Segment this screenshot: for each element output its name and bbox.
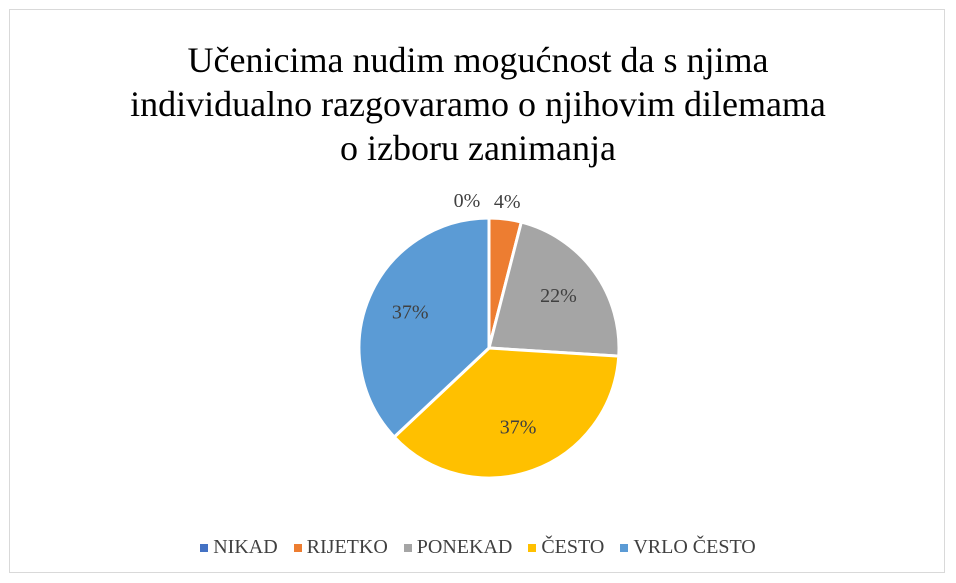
data-label: 37% bbox=[500, 416, 537, 438]
legend-item: VRLO ČESTO bbox=[620, 536, 756, 559]
legend-swatch bbox=[528, 543, 537, 552]
pie-slice bbox=[357, 216, 491, 440]
legend-item: RIJETKO bbox=[293, 536, 388, 559]
legend-swatch bbox=[403, 543, 412, 552]
data-label: 37% bbox=[392, 302, 429, 324]
pie-slice bbox=[487, 220, 621, 358]
chart-title: Učenicima nudim mogućnost da s njima ind… bbox=[130, 40, 826, 168]
data-label: 0% bbox=[454, 190, 481, 212]
legend-swatch bbox=[293, 543, 302, 552]
legend-item: ČESTO bbox=[528, 536, 604, 559]
legend-label: ČESTO bbox=[541, 536, 605, 558]
legend-label: RIJETKO bbox=[306, 536, 388, 558]
chart-frame bbox=[9, 9, 945, 573]
legend-label: PONEKAD bbox=[416, 536, 513, 558]
legend-item: NIKAD bbox=[200, 536, 278, 559]
data-label: 4% bbox=[494, 191, 521, 213]
legend-swatch bbox=[620, 543, 629, 552]
legend-swatch bbox=[200, 543, 209, 552]
data-label: 22% bbox=[540, 285, 577, 307]
legend: NIKAD RIJETKO PONEKAD ČESTO VRLO ČESTO bbox=[0, 536, 956, 559]
legend-label: NIKAD bbox=[213, 536, 278, 558]
legend-item: PONEKAD bbox=[403, 536, 513, 559]
pie-slice bbox=[392, 346, 621, 480]
legend-label: VRLO ČESTO bbox=[633, 536, 756, 558]
